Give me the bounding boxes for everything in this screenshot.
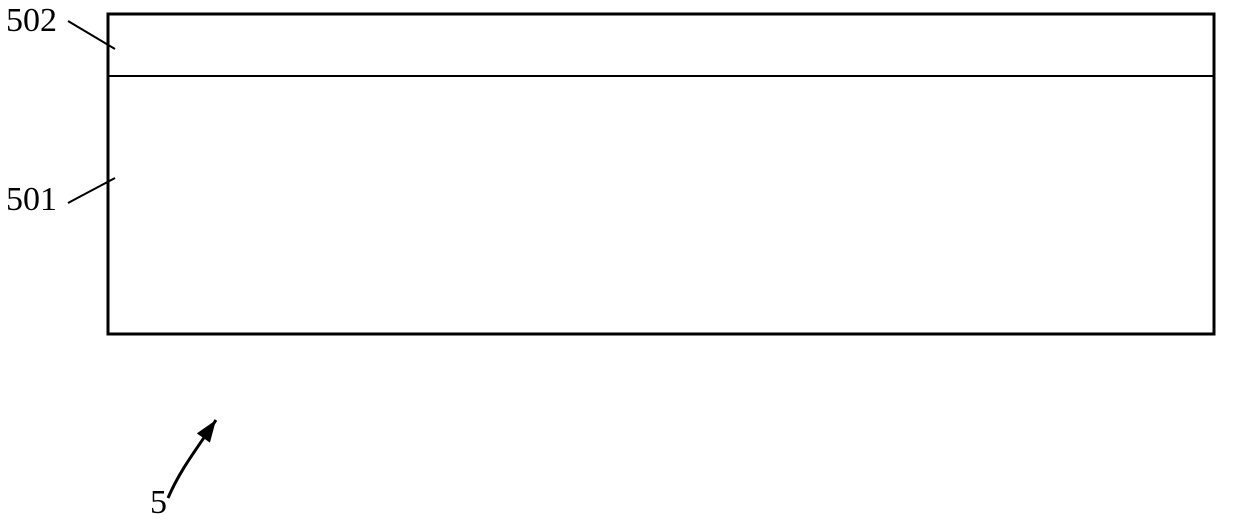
label-5: 5 [150,484,167,521]
label-502: 502 [6,2,57,39]
layer-stack-outline [108,14,1214,334]
label-501: 501 [6,181,57,218]
